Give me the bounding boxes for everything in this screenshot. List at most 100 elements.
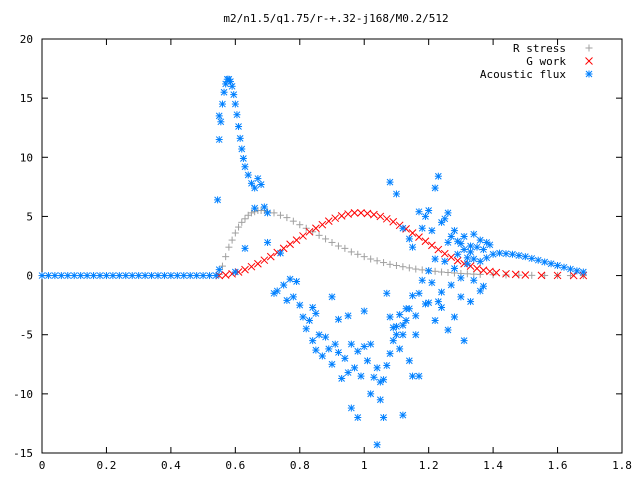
data-point bbox=[318, 220, 327, 229]
data-point bbox=[431, 255, 439, 263]
data-point bbox=[215, 266, 223, 274]
data-point bbox=[409, 372, 417, 380]
data-point bbox=[470, 255, 478, 263]
data-point bbox=[537, 271, 546, 280]
data-point bbox=[115, 272, 123, 280]
y-tick-label: 20 bbox=[20, 33, 33, 46]
data-point bbox=[128, 272, 136, 280]
data-point bbox=[409, 243, 417, 251]
data-point bbox=[434, 298, 442, 306]
data-point bbox=[363, 357, 371, 365]
data-point bbox=[220, 88, 228, 96]
data-point bbox=[534, 256, 542, 264]
data-point bbox=[83, 272, 91, 280]
data-point bbox=[415, 372, 423, 380]
data-point bbox=[392, 190, 400, 198]
data-point bbox=[38, 272, 46, 280]
data-point bbox=[470, 276, 478, 284]
data-point bbox=[450, 227, 458, 235]
plot-frame bbox=[41, 38, 623, 454]
data-point bbox=[309, 304, 317, 312]
data-point bbox=[386, 313, 394, 321]
data-point bbox=[415, 289, 423, 297]
data-point bbox=[351, 364, 359, 372]
data-point bbox=[457, 240, 465, 248]
data-point bbox=[396, 345, 404, 353]
series-g-work bbox=[215, 209, 588, 280]
data-point bbox=[412, 331, 420, 339]
data-point bbox=[425, 267, 433, 275]
y-tick-label: 0 bbox=[26, 270, 33, 283]
data-point bbox=[389, 337, 397, 345]
data-point bbox=[463, 270, 471, 278]
data-point bbox=[502, 271, 510, 279]
data-point bbox=[354, 347, 362, 355]
data-point bbox=[44, 272, 52, 280]
data-point bbox=[283, 214, 291, 222]
data-point bbox=[380, 376, 388, 384]
data-point bbox=[354, 414, 362, 422]
data-point bbox=[324, 217, 333, 226]
data-point bbox=[264, 238, 272, 246]
data-point bbox=[415, 233, 423, 241]
data-point bbox=[344, 369, 352, 377]
data-point bbox=[386, 350, 394, 358]
data-point bbox=[241, 163, 249, 171]
data-point bbox=[270, 209, 278, 217]
data-point bbox=[444, 268, 452, 276]
data-point bbox=[405, 264, 413, 272]
data-point bbox=[235, 223, 243, 231]
chart-title: m2/n1.5/q1.75/r-+.32-j168/M0.2/512 bbox=[223, 12, 448, 25]
data-point bbox=[412, 265, 420, 273]
data-point bbox=[260, 256, 269, 265]
data-point bbox=[460, 246, 468, 254]
data-point bbox=[302, 325, 310, 333]
data-point bbox=[312, 346, 320, 354]
data-point bbox=[463, 254, 471, 262]
data-point bbox=[328, 238, 336, 246]
data-point bbox=[64, 272, 72, 280]
data-point bbox=[428, 227, 436, 235]
data-point bbox=[573, 267, 581, 275]
data-point bbox=[296, 301, 304, 309]
data-point bbox=[425, 207, 433, 215]
x-tick-label: 1.2 bbox=[419, 459, 439, 472]
data-point bbox=[431, 267, 439, 275]
data-point bbox=[264, 209, 272, 217]
data-point bbox=[231, 229, 239, 237]
x-tick-label: 1.8 bbox=[612, 459, 632, 472]
data-point bbox=[483, 254, 491, 262]
data-point bbox=[247, 209, 255, 217]
x-tick-label: 0.4 bbox=[161, 459, 181, 472]
data-point bbox=[479, 266, 488, 275]
data-point bbox=[244, 171, 252, 179]
y-tick-label: -10 bbox=[13, 388, 33, 401]
data-point bbox=[496, 249, 504, 257]
data-point bbox=[299, 232, 307, 240]
data-point bbox=[373, 364, 381, 372]
data-point bbox=[318, 352, 326, 360]
data-point bbox=[541, 258, 549, 266]
data-point bbox=[283, 296, 291, 304]
data-point bbox=[239, 154, 247, 162]
data-point bbox=[238, 145, 246, 153]
data-point bbox=[280, 281, 288, 289]
data-point bbox=[370, 373, 378, 381]
data-point bbox=[325, 345, 333, 353]
data-point bbox=[383, 289, 391, 297]
data-point bbox=[341, 244, 349, 252]
legend-marker bbox=[585, 57, 593, 65]
data-point bbox=[460, 233, 468, 241]
data-point bbox=[360, 343, 368, 351]
y-tick-label: 5 bbox=[26, 210, 33, 223]
data-point bbox=[457, 293, 465, 301]
data-point bbox=[386, 178, 394, 186]
data-point bbox=[135, 272, 143, 280]
data-point bbox=[299, 313, 307, 321]
data-point bbox=[238, 218, 246, 226]
data-point bbox=[479, 246, 487, 254]
data-point bbox=[515, 251, 523, 259]
data-point bbox=[566, 265, 574, 273]
data-point bbox=[370, 210, 378, 219]
